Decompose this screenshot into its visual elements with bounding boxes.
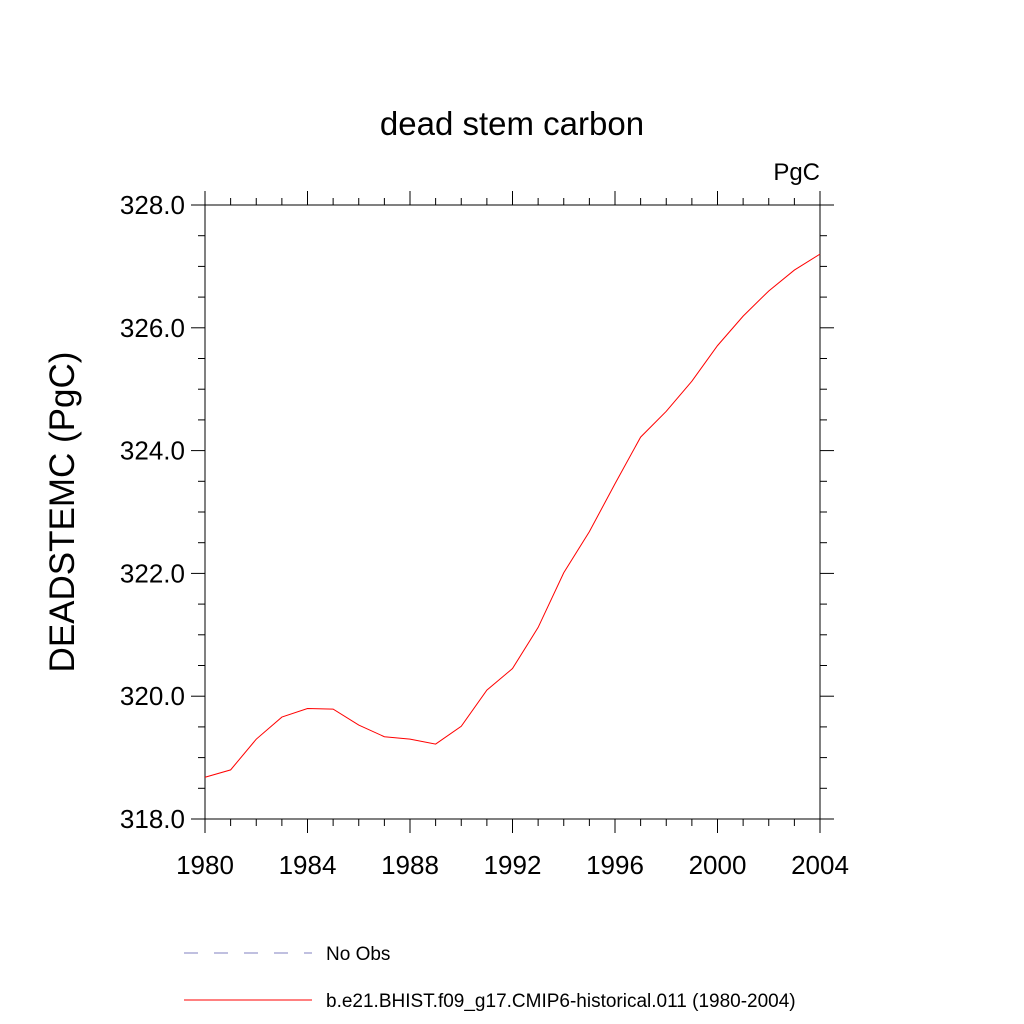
units-label: PgC (773, 159, 820, 186)
legend: No Obs b.e21.BHIST.f09_g17.CMIP6-historic… (184, 944, 796, 1012)
series-line-1 (204, 253, 821, 778)
series-layer (204, 253, 821, 778)
x-tick-label: 2000 (689, 850, 747, 880)
y-axis-ticks: 318.0 320.0 322.0 324.0 326.0 328.0 (120, 190, 834, 834)
legend-label: b.e21.BHIST.f09_g17.CMIP6-historical.011… (326, 991, 796, 1012)
plot-frame (204, 204, 821, 820)
y-tick-label: 326.0 (120, 313, 185, 343)
y-tick-label: 322.0 (120, 558, 185, 588)
chart-title: dead stem carbon (380, 105, 644, 142)
y-tick-label: 320.0 (120, 681, 185, 711)
y-tick-label: 328.0 (120, 190, 185, 220)
x-axis-ticks: 1980 1984 1988 1992 1996 2000 2004 (176, 191, 849, 880)
y-tick-label: 318.0 (120, 804, 185, 834)
y-tick-label: 324.0 (120, 436, 185, 466)
x-tick-label: 1980 (176, 850, 234, 880)
legend-label: No Obs (326, 944, 390, 965)
y-axis-label: DEADSTEMC (PgC) (43, 352, 82, 673)
x-tick-label: 1988 (381, 850, 439, 880)
x-tick-label: 1992 (484, 850, 542, 880)
x-tick-label: 2004 (791, 850, 849, 880)
x-tick-label: 1996 (586, 850, 644, 880)
x-tick-label: 1984 (279, 850, 337, 880)
